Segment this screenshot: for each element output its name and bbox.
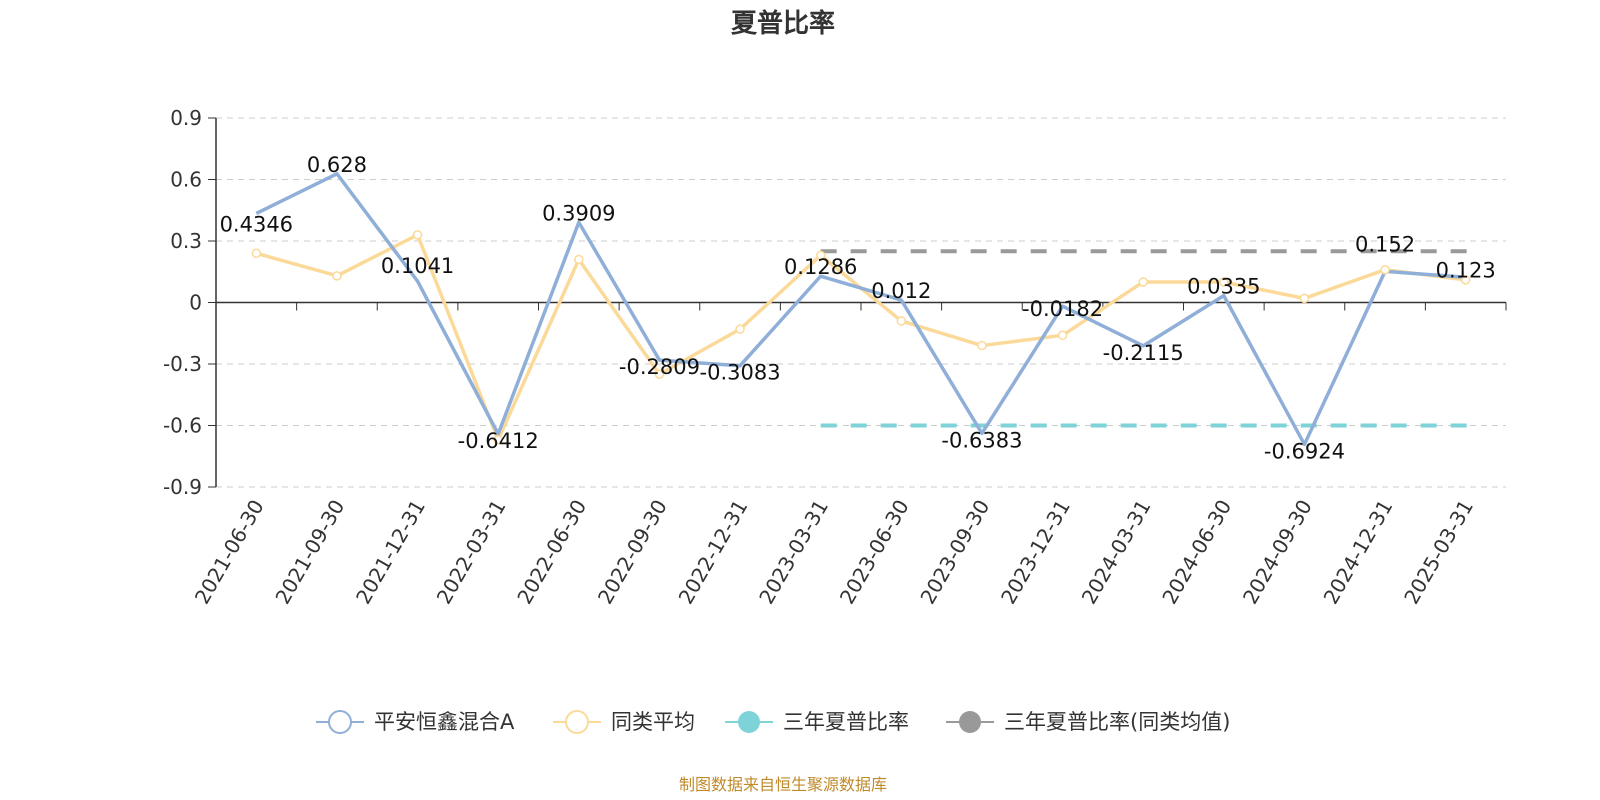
series-line-0 [255, 172, 1466, 447]
legend-item-3[interactable]: 三年夏普比率(同类均值) [946, 710, 1230, 734]
x-tick-label: 2023-12-31 [996, 496, 1075, 609]
chart-title: 夏普比率 [731, 8, 835, 39]
legend-marker [959, 711, 981, 733]
legend-label: 三年夏普比率 [783, 710, 909, 734]
data-label: 0.3909 [542, 201, 615, 225]
series-lines [255, 172, 1466, 447]
data-label: 0.152 [1355, 232, 1415, 256]
point-average [251, 248, 262, 259]
legend[interactable]: 平安恒鑫混合A 同类平均 三年夏普比率 三年夏普比率(同类均值) [316, 710, 1230, 734]
data-label: -0.6383 [941, 428, 1022, 452]
x-tick-label: 2024-03-31 [1077, 496, 1156, 609]
data-points [251, 230, 1471, 445]
y-tick-label: -0.9 [163, 475, 202, 499]
x-tick-label: 2022-09-30 [593, 496, 672, 609]
data-label: 0.1286 [784, 255, 857, 279]
point-average [815, 250, 826, 261]
y-tick-label: 0.3 [170, 229, 202, 253]
point-average [574, 254, 584, 265]
legend-marker [328, 710, 352, 734]
point-average [977, 340, 987, 351]
legend-label: 三年夏普比率(同类均值) [1004, 710, 1230, 734]
point-average [735, 324, 745, 334]
point-average [654, 369, 665, 379]
legend-item-1[interactable]: 同类平均 [553, 710, 695, 734]
data-label: 0.012 [871, 279, 931, 303]
y-tick-label: -0.6 [163, 414, 202, 438]
y-tick-label: 0 [189, 291, 202, 315]
x-tick-label: 2022-12-31 [673, 496, 752, 609]
point-average [332, 271, 342, 281]
data-label: 0.628 [307, 153, 367, 177]
legend-marker [738, 711, 760, 733]
legend-item-0[interactable]: 平安恒鑫混合A [316, 710, 515, 734]
reference-lines [820, 249, 1476, 428]
legend-label: 同类平均 [611, 710, 695, 734]
x-tick-label: 2023-09-30 [915, 496, 994, 609]
y-tick-label: -0.3 [163, 352, 202, 376]
y-tick-label: 0.9 [170, 106, 202, 130]
data-label: 0.0335 [1187, 275, 1260, 299]
x-tick-label: 2021-12-31 [351, 496, 430, 609]
point-average [1299, 293, 1310, 304]
source-note: 制图数据来自恒生聚源数据库 [679, 775, 887, 794]
point-average [1138, 277, 1148, 287]
data-label: 0.4346 [220, 212, 293, 236]
x-tick-label: 2021-09-30 [270, 496, 349, 609]
x-tick-label: 2023-03-31 [754, 496, 833, 609]
y-tick-label: 0.6 [170, 168, 202, 192]
data-label: -0.6924 [1264, 439, 1345, 463]
grid-lines [216, 117, 1506, 488]
x-tick-label: 2024-06-30 [1157, 496, 1236, 609]
x-tick-label: 2022-03-31 [432, 496, 511, 609]
legend-label: 平安恒鑫混合A [374, 710, 515, 734]
legend-item-2[interactable]: 三年夏普比率 [725, 710, 909, 734]
point-average [1219, 277, 1229, 287]
legend-marker [565, 710, 589, 734]
data-label: -0.3083 [700, 361, 781, 385]
data-label: 0.1041 [381, 254, 454, 278]
x-tick-label: 2023-06-30 [835, 496, 914, 609]
x-tick-label: 2024-12-31 [1318, 496, 1397, 609]
data-label: -0.6412 [458, 429, 539, 453]
point-average [1380, 264, 1390, 275]
x-tick-label: 2025-03-31 [1399, 496, 1478, 609]
x-tick-label: 2021-06-30 [190, 496, 269, 609]
point-average [896, 316, 907, 326]
x-tick-label: 2024-09-30 [1238, 496, 1317, 609]
x-tick-label: 2022-06-30 [512, 496, 591, 609]
data-label: -0.2115 [1103, 341, 1184, 365]
point-average [412, 230, 423, 240]
point-average [1057, 330, 1068, 341]
point-average [493, 435, 503, 445]
point-average [1460, 275, 1471, 285]
data-label: -0.0182 [1022, 297, 1103, 321]
data-label: 0.123 [1436, 258, 1496, 282]
data-label: -0.2809 [619, 355, 700, 379]
